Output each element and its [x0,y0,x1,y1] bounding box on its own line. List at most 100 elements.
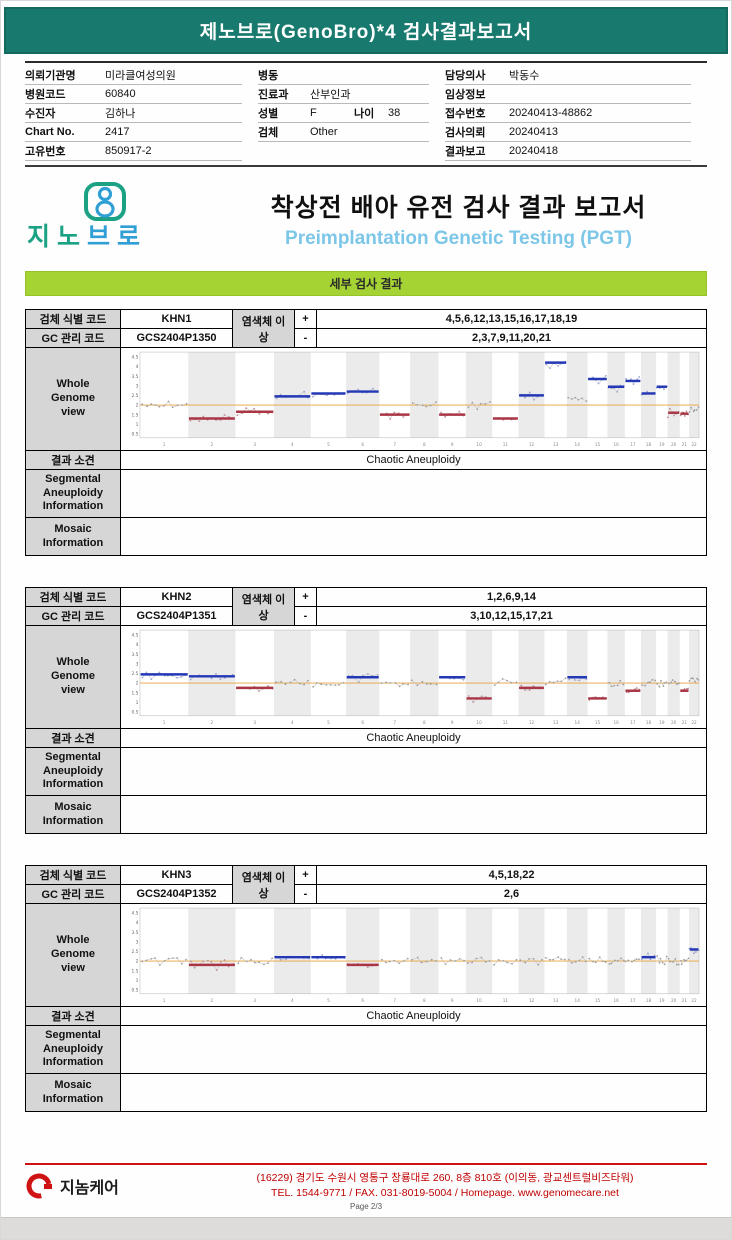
svg-text:16: 16 [613,720,619,725]
segmental-value [120,1025,707,1074]
svg-text:0.5: 0.5 [131,710,138,716]
gain-chromosomes: 4,5,18,22 [316,865,707,885]
info-label: 검사의뢰 [445,127,486,139]
info-label: 병원코드 [25,89,66,101]
svg-text:7: 7 [393,998,396,1003]
info-value: 850917-2 [105,145,152,157]
result-value: Chaotic Aneuploidy [120,728,707,748]
svg-text:4: 4 [291,720,294,725]
info-label: Chart No. [25,126,75,138]
info-field: 수진자 김하나 [25,104,242,123]
gc-code-value: GCS2404P1350 [120,328,233,348]
specimen-id: KHN1 [120,309,233,329]
svg-text:1.5: 1.5 [131,690,138,696]
sample-block-khn1: 검체 식별 코드 KHN1 염색체 이상 + 4,5,6,12,13,15,16… [25,309,707,556]
genomecare-logo-icon [26,1173,52,1199]
segmental-label: Segmental Aneuploidy Information [25,1025,121,1074]
svg-text:22: 22 [691,998,697,1003]
result-label: 결과 소견 [25,450,121,470]
report-title-korean: 착상전 배아 유전 검사 결과 보고서 [270,194,647,222]
patient-info-column-2: 병동 진료과 산부인과 성별 F 나이 38 검체 Other [258,66,445,161]
svg-text:2: 2 [211,720,214,725]
svg-text:9: 9 [451,998,454,1003]
svg-text:7: 7 [393,442,396,447]
svg-text:14: 14 [575,720,581,725]
svg-text:1: 1 [136,700,139,706]
svg-text:5: 5 [327,998,330,1003]
svg-text:12: 12 [529,998,535,1003]
report-title-english: Preimplantation Genetic Testing (PGT) [285,228,632,249]
loss-sign: - [294,884,317,904]
svg-text:4: 4 [291,998,294,1003]
whole-genome-chart: 0.511.522.533.544.51 2 3 4 5 6 7 8 9 10 11 12 13 14 15… [131,907,700,1003]
genomecare-logo-text: 지놈케어 [60,1180,119,1198]
info-field: 접수번호 20240413-48862 [445,104,691,123]
svg-text:13: 13 [553,998,559,1003]
info-value: 미라클여성의원 [105,70,176,82]
svg-text:2.5: 2.5 [131,393,138,399]
wgv-label: Whole Genome view [25,625,121,729]
whole-genome-chart: 0.511.522.533.544.51 2 3 4 5 6 7 8 9 10 11 12 13 14 15… [131,351,700,447]
svg-text:4: 4 [291,442,294,447]
svg-text:9: 9 [451,720,454,725]
section-bar-detail-results: 세부 검사 결과 [25,271,707,296]
info-value: 김하나 [105,108,136,120]
mosaic-value [120,1073,707,1112]
gain-sign: + [294,587,317,607]
svg-text:2: 2 [211,442,214,447]
mosaic-label: Mosaic Information [25,517,121,556]
chromosome-abnormality-label: 염색체 이상 [232,587,295,626]
specimen-code-label: 검체 식별 코드 [25,865,121,885]
info-label: 수진자 [25,108,56,120]
info-field: 임상정보 [445,85,691,104]
svg-text:13: 13 [553,720,559,725]
wgv-chart-cell: 0.5 1 1.5 2 2.5 3 3.5 4 4.5 1 2 3 4 5 6 7 8 9 10 11 12 13 14 15… [120,903,707,1007]
report-title-bar: 제노브로(GenoBro)*4 검사결과보고서 [4,7,728,54]
svg-text:17: 17 [630,998,636,1003]
info-value: 20240413-48862 [509,107,593,119]
svg-text:3: 3 [136,661,139,667]
svg-text:22: 22 [691,720,697,725]
patient-info-column-3: 담당의사 박동수 임상정보 접수번호 20240413-48862 검사의뢰 2024… [445,66,707,161]
svg-text:20: 20 [671,998,677,1003]
svg-text:18: 18 [646,720,652,725]
gain-chromosomes: 1,2,6,9,14 [316,587,707,607]
gc-code-label: GC 관리 코드 [25,328,121,348]
wgv-label: Whole Genome view [25,903,121,1007]
result-label: 결과 소견 [25,1006,121,1026]
svg-text:1.5: 1.5 [131,412,138,418]
info-value: 산부인과 [310,89,351,101]
gain-sign: + [294,865,317,885]
svg-text:3.5: 3.5 [131,374,138,380]
svg-text:10: 10 [476,720,482,725]
report-title-block: 착상전 배아 유전 검사 결과 보고서 Preimplantation Gene… [210,185,707,255]
specimen-code-label: 검체 식별 코드 [25,587,121,607]
info-value: 2417 [105,126,130,138]
svg-text:4.5: 4.5 [131,910,138,916]
svg-text:19: 19 [659,720,665,725]
svg-text:1: 1 [163,720,166,725]
info-value: 60840 [105,88,136,100]
segmental-label: Segmental Aneuploidy Information [25,747,121,796]
specimen-id: KHN3 [120,865,233,885]
info-value: 박동수 [509,70,540,82]
svg-text:3: 3 [253,998,256,1003]
svg-text:9: 9 [451,442,454,447]
loss-chromosomes: 2,6 [316,884,707,904]
svg-text:10: 10 [476,442,482,447]
svg-text:6: 6 [361,998,364,1003]
gain-sign: + [294,309,317,329]
svg-text:19: 19 [659,998,665,1003]
svg-text:5: 5 [327,442,330,447]
svg-text:2: 2 [136,681,139,687]
segmental-value [120,747,707,796]
gc-code-label: GC 관리 코드 [25,606,121,626]
page-edge [1,1217,731,1239]
svg-text:20: 20 [671,720,677,725]
info-field: 성별 F 나이 38 [258,104,429,123]
info-field: 병원코드 60840 [25,85,242,104]
svg-text:3: 3 [136,383,139,389]
mosaic-value [120,517,707,556]
report-title: 제노브로(GenoBro)*4 검사결과보고서 [199,22,533,43]
chromosome-abnormality-label: 염색체 이상 [232,309,295,348]
